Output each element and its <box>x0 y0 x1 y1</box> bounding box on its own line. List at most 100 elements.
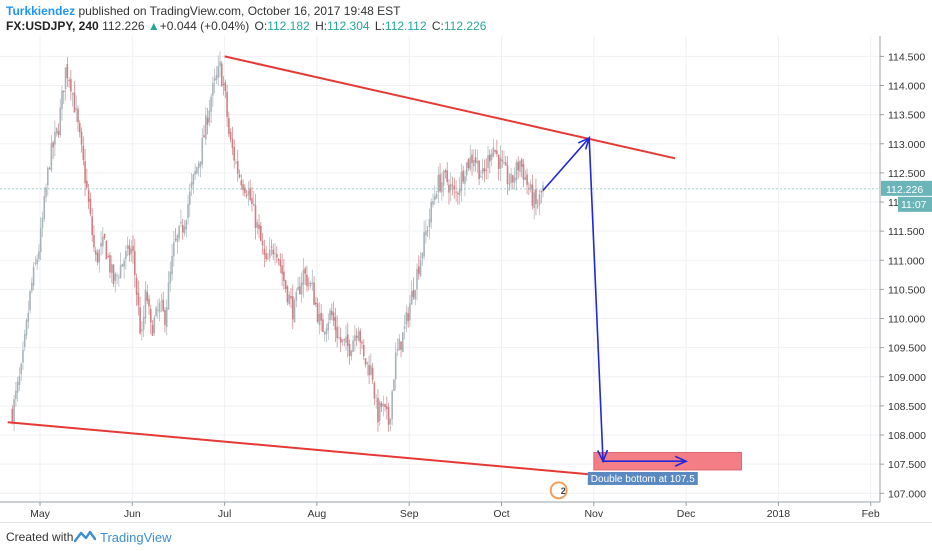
candle-body <box>536 205 539 207</box>
low-value: 112.112 <box>384 19 427 33</box>
candle-body <box>542 185 544 192</box>
ohlc-line: FX:USDJPY, 240 112.226 ▲+0.044 (+0.04%) … <box>6 19 486 33</box>
candle-body <box>513 177 516 184</box>
target-label: Double bottom at 107.5 <box>591 474 695 485</box>
candle-body <box>265 253 267 260</box>
tradingview-brand-link[interactable]: TradingView <box>100 530 172 545</box>
candle-body <box>474 157 477 163</box>
candle-body <box>531 184 534 207</box>
candle-body <box>114 273 117 281</box>
candle-body <box>345 336 347 343</box>
candle-body <box>128 245 131 256</box>
watermark-icon <box>549 481 568 500</box>
open-value: 112.182 <box>267 19 310 33</box>
candle-body <box>346 334 349 346</box>
candle-body <box>25 320 28 336</box>
author-link[interactable]: Turkkiendez <box>6 4 76 18</box>
candle-body <box>77 108 79 123</box>
projection-path <box>542 135 687 463</box>
symbol-label[interactable]: FX:USDJPY, 240 <box>6 19 99 33</box>
candle-body <box>496 150 498 155</box>
candle-body <box>43 196 46 219</box>
candle-body <box>299 286 301 294</box>
price-axis[interactable]: 107.000 107.500 108.000 108.500 109.000 109.5… <box>879 36 932 502</box>
candle-body <box>135 277 138 295</box>
candle-body <box>192 174 195 185</box>
candle-body <box>419 259 422 277</box>
x-tick-label: Jun <box>124 508 141 520</box>
candle-body <box>444 170 447 173</box>
y-tick-label: 113.000 <box>888 139 925 151</box>
candle-body <box>98 249 101 263</box>
candle-body <box>176 235 179 242</box>
candle-body <box>480 176 482 178</box>
candle-body <box>449 184 452 191</box>
candle-body <box>380 403 383 407</box>
candle-body <box>137 292 140 306</box>
candle-body <box>15 390 17 399</box>
candle-body <box>490 153 493 160</box>
candle-body <box>371 367 374 380</box>
y-tick-label: 111.500 <box>888 226 925 238</box>
candle-body <box>394 352 397 380</box>
candle-body <box>201 138 204 165</box>
candle-body <box>403 326 406 329</box>
candle-body <box>146 292 149 301</box>
candle-body <box>471 154 473 164</box>
candle-body <box>373 383 376 399</box>
time-axis[interactable]: May Jun Jul Aug Sep Oct Nov Dec 2018 Feb <box>0 501 880 520</box>
footer: Created with TradingView <box>0 522 932 551</box>
candle-body <box>231 138 234 148</box>
candle-body <box>421 253 424 259</box>
x-tick-label: Jul <box>218 508 231 520</box>
candle-body <box>297 287 299 291</box>
y-tick-label: 108.000 <box>888 430 926 442</box>
candle-body <box>29 290 31 311</box>
candlestick-series <box>11 51 544 432</box>
candle-body <box>359 330 362 343</box>
candle-body <box>409 303 411 321</box>
candle-body <box>318 313 321 326</box>
candle-body <box>54 131 56 145</box>
candle-body <box>416 268 418 290</box>
candle-body <box>494 150 496 152</box>
candle-body <box>70 79 72 92</box>
candle-body <box>327 322 330 331</box>
candle-body <box>158 302 161 313</box>
candle-body <box>254 205 257 229</box>
change-arrow-icon: ▲ <box>147 19 160 33</box>
candle-body <box>36 259 38 265</box>
candle-body <box>47 167 49 186</box>
candle-body <box>34 262 37 264</box>
price-chart[interactable]: Double bottom at 107.52 107.000107.50010… <box>0 36 932 522</box>
candle-body <box>483 168 486 172</box>
y-tick-label: 107.000 <box>888 488 926 500</box>
candle-body <box>386 405 388 410</box>
candle-body <box>302 269 305 285</box>
candle-body <box>256 222 259 228</box>
candle-body <box>309 282 312 287</box>
candle-body <box>291 296 294 320</box>
candle-body <box>529 184 532 190</box>
candle-body <box>50 143 53 171</box>
candle-body <box>307 282 310 284</box>
y-tick-label: 110.500 <box>888 284 925 296</box>
candle-body <box>93 235 95 248</box>
y-tick-label: 108.500 <box>888 401 926 413</box>
candle-body <box>400 341 402 350</box>
candle-body <box>224 82 227 92</box>
candle-body <box>235 162 237 163</box>
candle-body <box>435 193 438 199</box>
candle-body <box>375 400 377 402</box>
candle-body <box>68 80 70 82</box>
candle-body <box>350 350 353 357</box>
candle-body <box>194 170 196 175</box>
candle-body <box>238 174 241 178</box>
candle-body <box>82 145 85 161</box>
upper-trendline <box>224 55 676 160</box>
candle-body <box>61 90 63 110</box>
candle-body <box>80 131 83 145</box>
y-tick-label: 114.000 <box>888 81 925 93</box>
candle-body <box>165 307 168 328</box>
candle-body <box>181 224 184 233</box>
